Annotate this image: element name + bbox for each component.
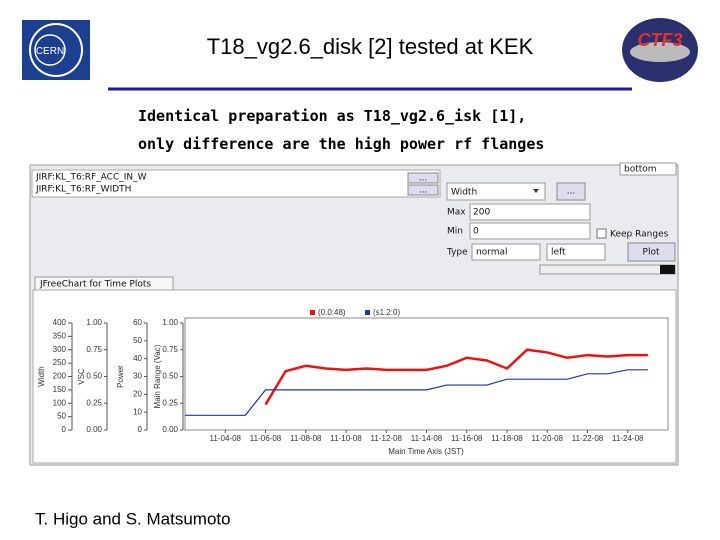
min-input[interactable] — [469, 222, 591, 240]
ctf3-logo: CTF3 — [622, 18, 698, 82]
y-tick-label: 20 — [133, 389, 142, 398]
min-label: Min — [447, 227, 463, 237]
y-axis-title: Width — [37, 366, 46, 386]
y-tick-label: 50 — [57, 412, 66, 421]
y-tick-label: 0.50 — [86, 372, 102, 381]
tab-label: JFreeChart for Time Plots — [39, 280, 151, 290]
subtitle-line: Identical preparation as T18_vg2.6_isk [… — [138, 107, 526, 125]
y-tick-label: 0.25 — [86, 398, 102, 407]
x-tick-label: 11-06-08 — [250, 434, 282, 443]
y-tick-label: 50 — [133, 336, 142, 345]
y-tick-label: 250 — [53, 358, 67, 367]
y-tick-label: 100 — [53, 398, 67, 407]
y-tick-label: 0.50 — [162, 372, 178, 381]
legend-swatch — [310, 310, 315, 315]
x-tick-label: 11-18-08 — [491, 434, 523, 443]
browse-button-label: ... — [419, 186, 428, 196]
type-select-label: normal — [476, 248, 508, 258]
slide-title: T18_vg2.6_disk [2] tested at KEK — [207, 34, 534, 59]
y-tick-label: 60 — [133, 318, 142, 327]
progress-fill — [660, 265, 675, 274]
y-tick-label: 1.00 — [86, 318, 102, 327]
max-label: Max — [447, 208, 466, 218]
x-tick-label: 11-12-08 — [371, 434, 403, 443]
browse-button-label: ... — [419, 174, 428, 184]
x-axis-title: Main Time Axis (JST) — [388, 447, 464, 456]
y-axis-title: VSC — [77, 368, 86, 385]
y-tick-label: 0.75 — [86, 345, 102, 354]
legend-swatch — [365, 310, 370, 315]
legend-label: (0.0:48) — [318, 308, 346, 317]
progress-bar — [539, 264, 676, 275]
channel[interactable]: JIRF:KL_T6:RF_WIDTH — [35, 185, 131, 195]
y-tick-label: 0.75 — [162, 345, 178, 354]
y-tick-label: 0 — [138, 425, 143, 434]
y-tick-label: 150 — [53, 385, 67, 394]
max-value: 200 — [473, 208, 490, 218]
y-tick-label: 0.00 — [162, 425, 178, 434]
x-tick-label: 11-24-08 — [612, 434, 644, 443]
browse-button-label: ... — [567, 187, 576, 197]
browse-button[interactable] — [407, 172, 439, 184]
signal-select-label: Width — [451, 188, 477, 198]
svg-text:CTF3: CTF3 — [638, 30, 683, 50]
y-tick-label: 0 — [62, 425, 67, 434]
position-select-label: bottom — [624, 165, 657, 175]
y-tick-label: 10 — [133, 407, 142, 416]
keep-ranges-checkbox[interactable] — [596, 228, 607, 239]
x-tick-label: 11-04-08 — [210, 434, 242, 443]
type-label: Type — [446, 248, 468, 258]
y-tick-label: 1.00 — [162, 318, 178, 327]
chart: 050100150200250300350400Width0.000.250.5… — [37, 308, 648, 456]
plot-button[interactable] — [627, 242, 676, 262]
dropdown-arrow — [533, 189, 539, 193]
position-select[interactable] — [619, 162, 677, 176]
min-value: 0 — [473, 227, 479, 237]
channel-list[interactable] — [31, 169, 441, 198]
x-tick-label: 11-10-08 — [330, 434, 362, 443]
keep-ranges-label: Keep Ranges — [610, 230, 669, 240]
y-tick-label: 350 — [53, 331, 67, 340]
side-select[interactable] — [546, 243, 606, 261]
series-line — [264, 348, 648, 406]
y-tick-label: 0.00 — [86, 425, 102, 434]
y-tick-label: 0.25 — [162, 398, 178, 407]
y-axis-title: Power — [116, 365, 125, 388]
screenshot: JIRF:KL_T6:RF_ACC_IN_W JIRF:KL_T6:RF_WID… — [29, 162, 679, 466]
y-tick-label: 40 — [133, 354, 142, 363]
y-tick-label: 200 — [53, 372, 67, 381]
footer-author: T. Higo and S. Matsumoto — [35, 509, 231, 528]
legend-label: (s1.2:0) — [373, 308, 400, 317]
y-tick-label: 30 — [133, 372, 142, 381]
y-axis-title: Main Range (Vac) — [153, 344, 162, 408]
y-tick-label: 400 — [53, 318, 67, 327]
x-tick-label: 11-14-08 — [411, 434, 443, 443]
browse-button[interactable] — [407, 184, 439, 196]
svg-text:CERN: CERN — [36, 46, 64, 57]
x-tick-label: 11-08-08 — [290, 434, 322, 443]
cern-logo: CERN — [22, 20, 90, 80]
type-select[interactable] — [471, 243, 541, 261]
browse-button[interactable] — [556, 182, 586, 201]
max-input[interactable] — [469, 203, 591, 221]
signal-select[interactable] — [446, 182, 546, 201]
plot-button-label: Plot — [643, 248, 660, 258]
x-tick-label: 11-20-08 — [532, 434, 564, 443]
side-select-label: left — [551, 248, 566, 258]
x-tick-label: 11-22-08 — [572, 434, 604, 443]
channel[interactable]: JIRF:KL_T6:RF_ACC_IN_W — [35, 173, 147, 183]
series-line — [185, 369, 648, 416]
subtitle-line: only difference are the high power rf fl… — [138, 135, 544, 153]
y-tick-label: 300 — [53, 345, 67, 354]
x-tick-label: 11-16-08 — [451, 434, 483, 443]
